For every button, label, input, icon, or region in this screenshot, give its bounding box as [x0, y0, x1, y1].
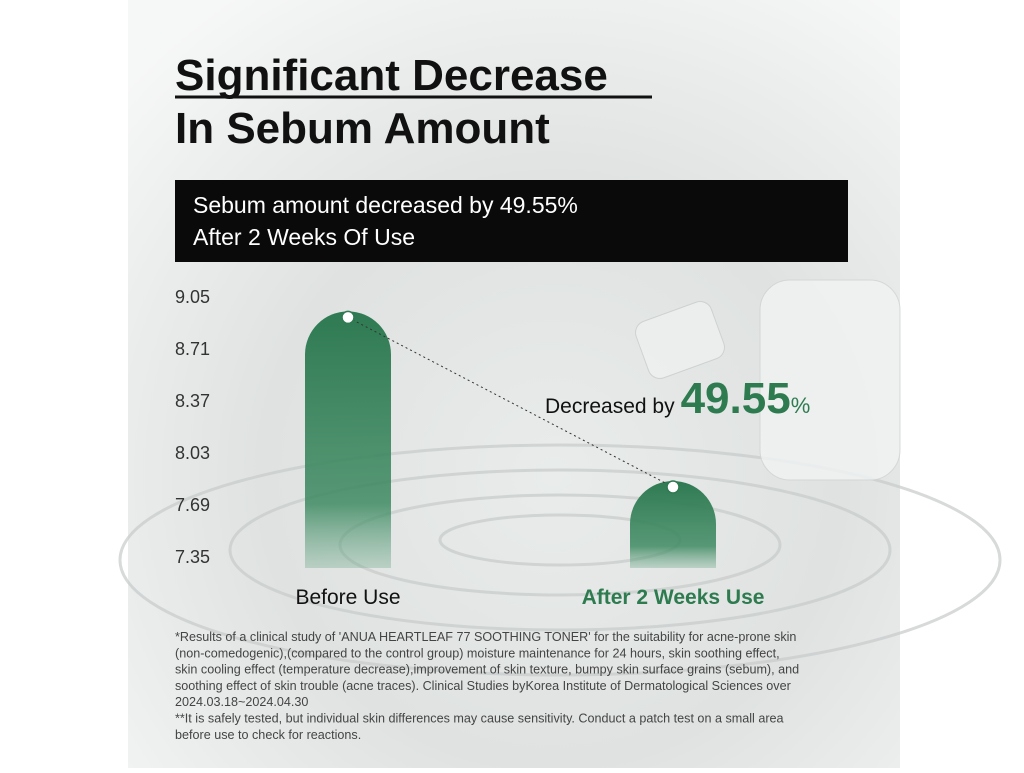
annotation-text: Decreased by [545, 395, 675, 418]
bottle [635, 279, 901, 481]
x-tick-label: After 2 Weeks Use [582, 586, 765, 609]
annotation-unit: % [791, 393, 811, 418]
footnote-line: before use to check for reactions. [175, 728, 361, 742]
y-tick-label: 7.69 [175, 495, 210, 515]
footnote-line: soothing effect of skin trouble (acne tr… [175, 679, 791, 693]
footnote-line: skin cooling effect (temperature decreas… [175, 663, 799, 677]
footnote-line: *Results of a clinical study of 'ANUA HE… [175, 630, 796, 644]
point [341, 310, 355, 325]
footnote-line: 2024.03.18~2024.04.30 [175, 695, 308, 709]
y-tick-label: 8.37 [175, 391, 210, 411]
y-tick-label: 8.71 [175, 339, 210, 359]
x-tick-label: Before Use [295, 586, 400, 609]
bar [630, 481, 716, 568]
annotation: Decreased by 49.55% [545, 374, 810, 423]
subtitle-box [175, 180, 848, 262]
point [666, 480, 680, 494]
y-tick-label: 9.05 [175, 287, 210, 307]
subtitle-line: After 2 Weeks Of Use [193, 224, 415, 250]
subtitle-line: Sebum amount decreased by 49.55% [193, 192, 578, 218]
bar [305, 311, 391, 568]
footnote-line: **It is safely tested, but individual sk… [175, 712, 784, 726]
y-tick-label: 7.35 [175, 547, 210, 567]
y-tick-label: 8.03 [175, 443, 210, 463]
title-line: In Sebum Amount [175, 104, 550, 153]
title-line: Significant Decrease [175, 51, 608, 100]
annotation-value: 49.55 [681, 374, 791, 423]
trend-line [347, 316, 674, 488]
footnote-line: (non-comedogenic),(compared to the contr… [175, 646, 780, 660]
